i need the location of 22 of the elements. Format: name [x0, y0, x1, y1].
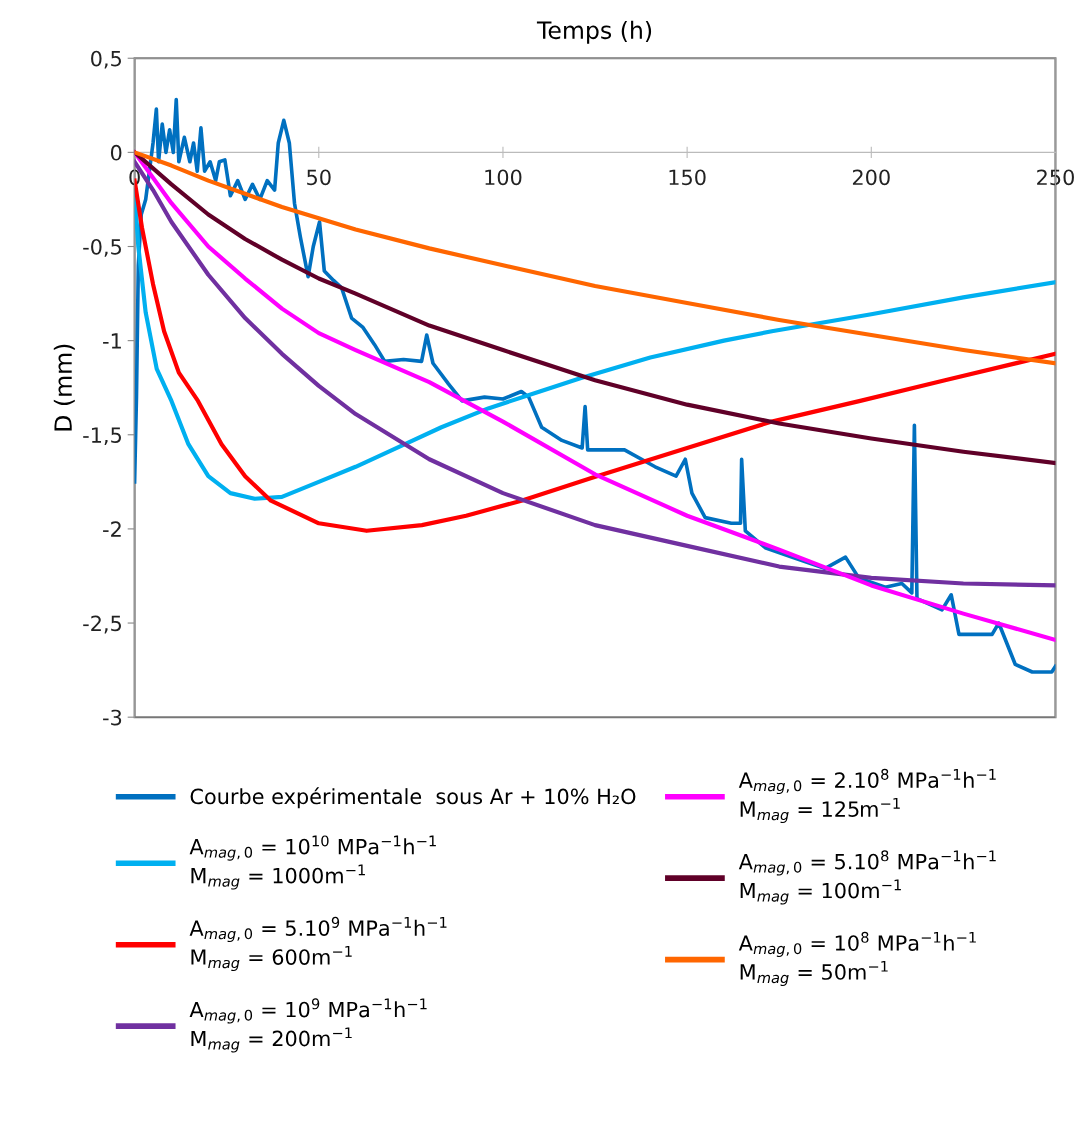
x-tick-label: 150 — [669, 169, 706, 186]
y-tick-label: 0 — [110, 144, 122, 161]
y-tick-label: -3 — [103, 709, 122, 726]
text: A$_{mag,0}$ = 10$^{8}$ MPa$^{−1}$h$^{−1}$ M$_{mag}$ = 50m$^{−1}$ — [738, 931, 976, 987]
y-tick-label: -2,5 — [83, 615, 121, 634]
y-tick-label: -2 — [103, 521, 121, 537]
legend-label: Courbe expérimentale sous Ar + 10% H₂O — [190, 787, 636, 809]
x-tick-label: 200 — [852, 169, 890, 186]
x-tick-label: 100 — [485, 169, 522, 186]
text: A$_{mag,0}$ = 5.10$^{9}$ MPa$^{−1}$h$^{−1}$ M$_{mag}$ = 600m$^{−1}$ — [189, 916, 447, 972]
text: A$_{mag,0}$ = 5.10$^{8}$ MPa$^{−1}$h$^{−1}$ M$_{mag}$ = 100m$^{−1}$ — [738, 850, 996, 905]
x-tick-label: 50 — [307, 169, 331, 186]
x-axis-title: Temps (h) — [536, 20, 652, 44]
y-tick-label: -0,5 — [83, 238, 121, 257]
text: A$_{mag,0}$ = 10$^{9}$ MPa$^{−1}$h$^{−1}$ M$_{mag}$ = 200m$^{−1}$ — [189, 998, 427, 1053]
y-tick-label: 0,5 — [91, 50, 121, 69]
y-axis-title: D (mm) — [53, 344, 75, 431]
text: A$_{mag,0}$ = 2.10$^{8}$ MPa$^{−1}$h$^{−1}$ M$_{mag}$ = 125m$^{−1}$ — [738, 768, 996, 824]
x-tick-label: 250 — [1037, 169, 1074, 186]
y-tick-label: -1,5 — [83, 427, 121, 446]
y-tick-label: -1 — [103, 333, 121, 349]
text: A$_{mag,0}$ = 10$^{10}$ MPa$^{−1}$h$^{−1}$ M$_{mag}$ = 1000m$^{−1}$ — [189, 835, 436, 890]
